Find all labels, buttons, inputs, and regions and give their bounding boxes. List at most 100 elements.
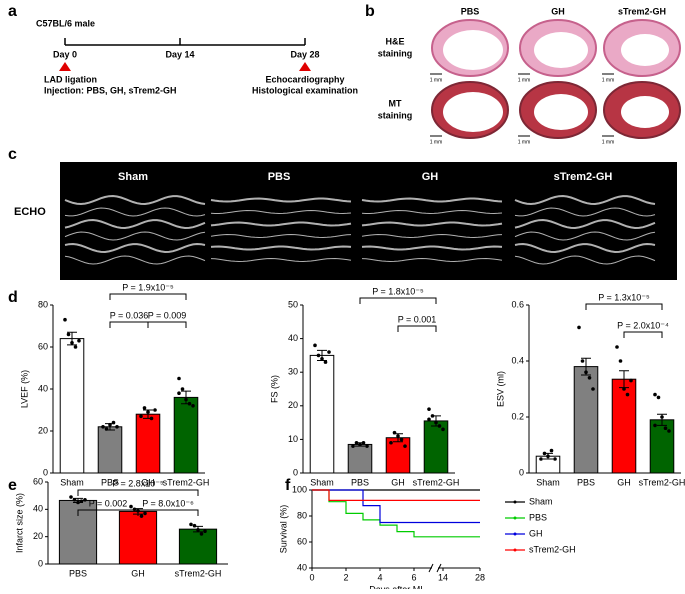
data-point — [389, 440, 393, 445]
echo-trace — [361, 233, 503, 239]
x-tick-label: PBS — [101, 477, 119, 487]
echo-trace — [514, 218, 656, 230]
survival-line — [312, 489, 480, 538]
y-tick-label: 0 — [43, 467, 48, 477]
echo-trace — [210, 257, 352, 263]
panel-label: d — [8, 289, 18, 306]
heart-lumen — [621, 34, 669, 66]
bar — [178, 528, 218, 565]
x-tick-label: 4 — [377, 572, 382, 582]
x-tick-label: GH — [141, 477, 155, 487]
echo-trace — [64, 218, 206, 230]
row-label: ECHO — [14, 206, 46, 218]
row-label: staining — [378, 48, 413, 58]
x-tick-label: PBS — [351, 477, 369, 487]
column-label: GH — [551, 6, 565, 16]
data-point — [132, 507, 137, 512]
x-tick-label: GH — [391, 477, 405, 487]
p-value: P = 1.9x10⁻⁵ — [122, 282, 174, 292]
panel-label: f — [285, 477, 291, 494]
data-point — [192, 523, 197, 528]
data-point — [320, 356, 324, 361]
histology-panel: PBS GH sTrem2-GH H&E staining 1 mm 1 mm 1 mm MT s… — [378, 6, 681, 145]
x-tick-label: PBS — [69, 568, 87, 578]
data-point — [77, 338, 81, 343]
x-tick-label: Sham — [60, 477, 84, 487]
y-axis-label: FS (%) — [269, 375, 279, 403]
echo-panel: ECHO Sham PBS GH sTrem2-GH — [14, 162, 677, 280]
data-point — [66, 332, 71, 337]
data-point — [316, 353, 321, 358]
data-point — [104, 427, 109, 431]
p-value: P = 0.036 — [110, 310, 149, 320]
y-tick-label: 0 — [519, 467, 524, 477]
column-label: Sham — [118, 171, 148, 183]
data-point — [656, 395, 661, 400]
x-tick-label: 0 — [309, 572, 314, 582]
bar — [611, 378, 637, 474]
data-point — [577, 325, 581, 330]
echo-trace — [514, 194, 656, 206]
legend-marker — [513, 516, 517, 520]
axis-break — [428, 563, 442, 573]
heart-lumen — [443, 92, 503, 132]
heart-lumen — [443, 30, 503, 70]
data-point — [667, 429, 671, 433]
scale-label: 1 mm — [518, 139, 531, 145]
data-point — [437, 424, 442, 428]
data-point — [313, 343, 317, 348]
data-point — [663, 426, 668, 431]
panel-label: e — [8, 477, 17, 494]
echo-trace — [514, 231, 656, 241]
y-tick-label: 40 — [38, 383, 48, 393]
y-axis-label: ESV (ml) — [495, 371, 505, 407]
x-tick-label: 28 — [475, 572, 485, 582]
data-point — [546, 454, 550, 459]
echo-trace — [64, 242, 206, 254]
data-point — [584, 370, 588, 375]
row-label: H&E — [385, 36, 404, 46]
p-value: P = 2.8x10⁻⁵ — [112, 478, 164, 488]
timeline-note: Injection: PBS, GH, sTrem2-GH — [44, 85, 177, 95]
data-point — [177, 391, 181, 396]
data-point — [153, 408, 157, 412]
data-point — [73, 345, 78, 349]
x-tick-label: PBS — [577, 477, 595, 487]
y-tick-label: 50 — [288, 299, 298, 309]
y-tick-label: 0.6 — [511, 299, 524, 309]
x-tick-label: GH — [131, 568, 145, 578]
column-label: PBS — [461, 6, 480, 16]
y-tick-label: 0.4 — [511, 355, 524, 365]
y-tick-label: 60 — [38, 341, 48, 351]
y-tick-label: 100 — [292, 484, 307, 494]
bar — [347, 443, 373, 474]
significance-bracket — [109, 293, 187, 300]
data-point — [108, 422, 112, 427]
event-marker — [299, 62, 311, 71]
x-tick-label: 2 — [343, 572, 348, 582]
x-axis-label: Days after MI — [369, 584, 423, 589]
data-point — [143, 511, 147, 516]
data-point — [63, 317, 67, 322]
data-point — [430, 414, 435, 418]
data-point — [549, 448, 554, 453]
bar — [97, 426, 123, 474]
data-point — [115, 425, 119, 429]
echo-trace — [64, 194, 206, 206]
day-label: Day 14 — [165, 49, 194, 59]
column-label: GH — [422, 171, 439, 183]
panel-label: c — [8, 146, 17, 163]
data-point — [618, 359, 623, 363]
echo-trace — [210, 233, 352, 239]
data-point — [101, 425, 105, 429]
heart-lumen — [534, 32, 588, 68]
day-label: Day 28 — [290, 49, 319, 59]
y-tick-label: 0 — [293, 467, 298, 477]
data-point — [587, 376, 592, 380]
y-axis-label: LVEF (%) — [19, 370, 29, 408]
timeline-note: Echocardiography — [265, 74, 344, 84]
x-tick-label: Sham — [310, 477, 334, 487]
echo-trace — [361, 245, 503, 251]
scale-label: 1 mm — [602, 139, 615, 145]
data-point — [146, 410, 150, 414]
